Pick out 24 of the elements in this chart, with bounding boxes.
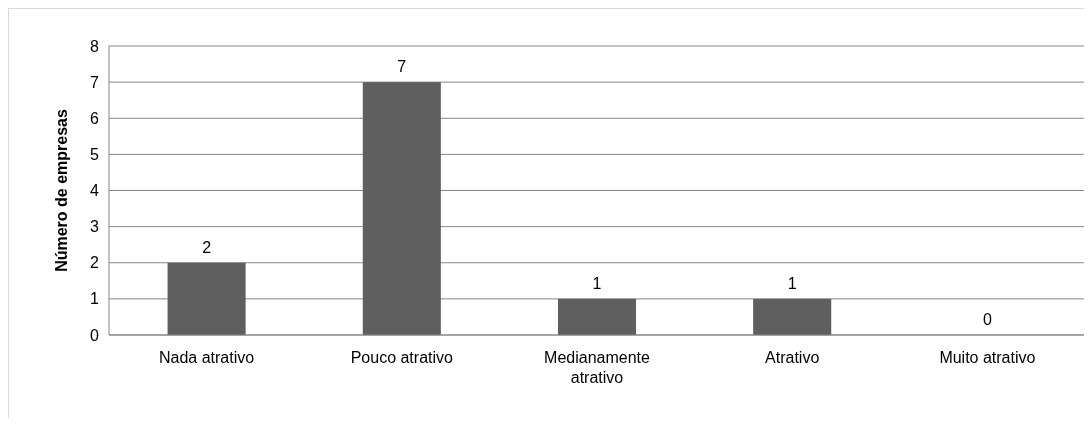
y-tick-label: 0 xyxy=(90,326,100,344)
y-tick-label: 5 xyxy=(90,145,100,163)
bar xyxy=(167,262,246,335)
y-tick-label: 4 xyxy=(90,182,100,200)
x-tick-label: Pouco atrativo xyxy=(350,349,454,366)
bar xyxy=(362,82,441,335)
y-axis-title: Número de empresas xyxy=(53,109,70,272)
y-tick-label: 6 xyxy=(90,109,100,127)
x-tick-label: Atrativo xyxy=(765,349,820,366)
x-tick-label: Medianamente atrativo xyxy=(544,349,651,386)
y-tick-label: 1 xyxy=(90,290,100,308)
data-label: 1 xyxy=(787,274,797,292)
bar xyxy=(753,298,832,335)
y-tick-label: 8 xyxy=(90,37,100,55)
data-label: 0 xyxy=(982,311,992,328)
bar xyxy=(557,298,637,335)
x-tick-label: Nada atrativo xyxy=(159,349,255,366)
x-tick-label: Muito atrativo xyxy=(939,349,1036,366)
y-tick-label: 7 xyxy=(90,73,100,91)
y-tick-label: 3 xyxy=(90,218,100,236)
data-label: 1 xyxy=(592,274,602,292)
y-tick-label: 2 xyxy=(90,254,100,272)
data-label: 7 xyxy=(397,58,407,76)
data-label: 2 xyxy=(202,238,212,256)
